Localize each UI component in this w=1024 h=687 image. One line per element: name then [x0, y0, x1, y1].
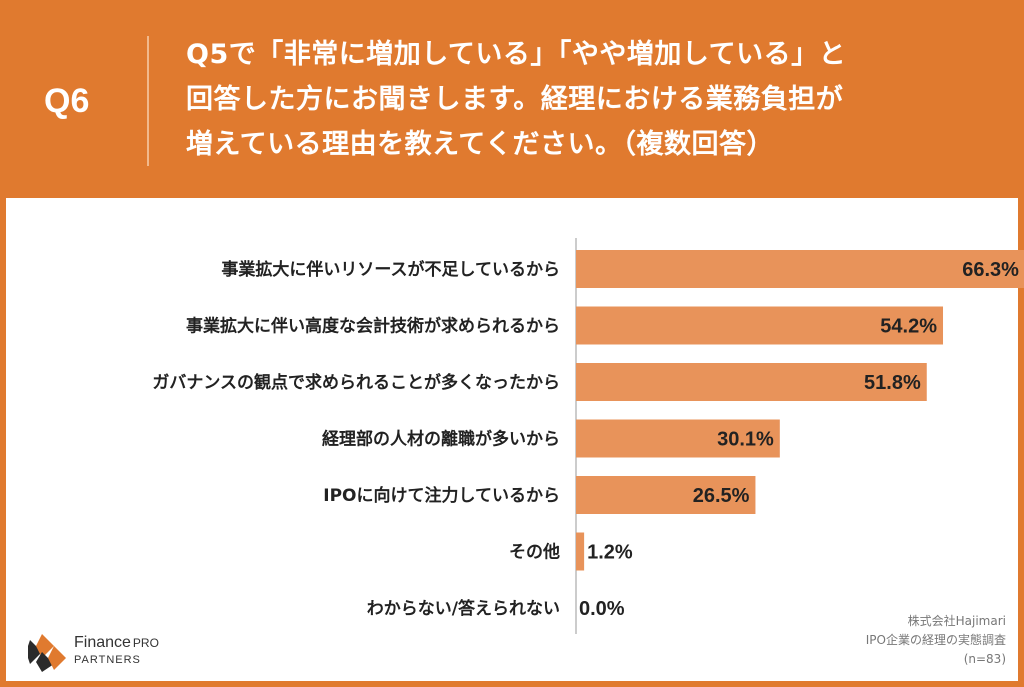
source-note: 株式会社Hajimari IPO企業の経理の実態調査 (n=83)	[866, 612, 1006, 669]
logo-name-pro: PRO	[132, 636, 159, 650]
bar	[576, 306, 944, 345]
value-label: 54.2%	[880, 316, 937, 338]
logo-name-main: Finance	[74, 634, 131, 651]
bar	[576, 363, 927, 401]
value-label: 26.5%	[693, 485, 750, 507]
source-survey: IPO企業の経理の実態調査	[865, 633, 1006, 647]
value-label: 51.8%	[864, 372, 921, 394]
source-sample-size: (n=83)	[963, 652, 1006, 666]
value-label: 30.1%	[717, 429, 774, 451]
question-header: Q6 Q5で「非常に増加している」「やや増加している」と 回答した方にお聞きしま…	[0, 0, 1024, 198]
category-label: ガバナンスの観点で求められることが多くなったから	[152, 372, 560, 393]
value-label: 1.2%	[587, 542, 633, 564]
question-number: Q6	[44, 82, 90, 120]
bar	[576, 476, 756, 514]
bar	[576, 532, 585, 571]
category-label: IPOに向けて注力しているから	[323, 485, 560, 506]
value-label: 66.3%	[962, 259, 1019, 281]
question-text: Q5で「非常に増加している」「やや増加している」と 回答した方にお聞きします。経…	[186, 32, 986, 167]
value-label: 0.0%	[579, 598, 625, 620]
finance-pro-partners-logo: Finance PRO PARTNERS	[28, 632, 188, 672]
question-line-2: 回答した方にお聞きします。経理における業務負担が	[186, 84, 844, 115]
category-label: その他	[509, 542, 560, 563]
bar	[576, 250, 1024, 288]
source-company: 株式会社Hajimari	[907, 614, 1006, 628]
bar	[576, 419, 780, 458]
logo-mark-icon	[28, 634, 66, 672]
category-label: 事業拡大に伴い高度な会計技術が求められるから	[186, 316, 560, 337]
category-label: 事業拡大に伴いリソースが不足しているから	[221, 259, 560, 280]
category-label: 経理部の人材の離職が多いから	[322, 429, 560, 450]
question-line-1: Q5で「非常に増加している」「やや増加している」と	[186, 39, 847, 70]
question-line-3: 増えている理由を教えてください。（複数回答）	[186, 129, 774, 160]
header-divider	[147, 36, 149, 166]
logo-name-sub: PARTNERS	[74, 654, 141, 666]
category-label: わからない/答えられない	[367, 598, 560, 619]
